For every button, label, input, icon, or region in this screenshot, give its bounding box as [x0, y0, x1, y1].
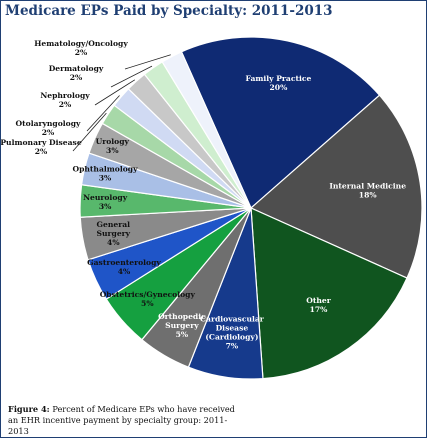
- slice-name: Surgery: [97, 229, 131, 238]
- slice-value: 2%: [75, 48, 88, 57]
- leader-line-otolaryngology: [86, 95, 120, 132]
- slice-name: Disease: [216, 324, 249, 333]
- slice-name: (Cardiology): [205, 333, 258, 342]
- pie-slice-other: [250, 207, 408, 380]
- slice-name: General: [97, 220, 131, 229]
- slice-name: Dermatology: [49, 64, 104, 73]
- slice-value: 2%: [35, 147, 48, 156]
- slice-value: 3%: [106, 146, 119, 155]
- slice-name: Obstetrics/Gynecology: [100, 290, 196, 299]
- slice-name: Urology: [96, 137, 130, 146]
- slice-value: 2%: [42, 128, 55, 137]
- leader-line-pulmonary-disease: [72, 112, 107, 152]
- slice-value: 18%: [359, 191, 378, 200]
- leader-line-nephrology: [94, 79, 136, 106]
- slice-value: 20%: [270, 83, 289, 92]
- slice-value: 2%: [59, 100, 72, 109]
- slice-name: Gastroenterology: [87, 258, 161, 267]
- caption-label: Figure 4:: [8, 404, 50, 414]
- caption-text: Percent of Medicare EPs who have receive…: [8, 404, 235, 436]
- pie-slice-family-practice: [180, 36, 381, 209]
- slice-name: Otolaryngology: [16, 119, 82, 128]
- slice-value: 5%: [176, 330, 189, 339]
- slice-name: Ophthalmology: [72, 165, 138, 174]
- leader-line-hematology-oncology: [124, 54, 171, 70]
- slice-value: 5%: [141, 299, 154, 308]
- pie-slice-hematology-oncology: [161, 50, 252, 209]
- slice-value: 17%: [310, 305, 329, 314]
- slice-name: Internal Medicine: [329, 182, 406, 191]
- slice-name: Family Practice: [245, 74, 311, 83]
- figure-caption: Figure 4: Percent of Medicare EPs who ha…: [8, 404, 238, 437]
- slice-name: Surgery: [165, 321, 199, 330]
- slice-value: 2%: [70, 73, 83, 82]
- slice-value: 3%: [99, 174, 112, 183]
- slice-value: 7%: [226, 342, 239, 351]
- slice-name: Hematology/Oncology: [34, 39, 128, 48]
- slice-name: Orthopedic: [158, 312, 206, 321]
- slice-value: 4%: [118, 267, 131, 276]
- slice-name: Nephrology: [40, 91, 90, 100]
- leader-line-dermatology: [110, 65, 153, 88]
- slice-name: Pulmonary Disease: [1, 138, 82, 147]
- slice-name: Neurology: [83, 193, 128, 202]
- chart-title: Medicare EPs Paid by Specialty: 2011-201…: [5, 3, 333, 19]
- slice-value: 3%: [99, 202, 112, 211]
- slice-value: 4%: [107, 238, 120, 247]
- slice-name: Cardiovascular: [200, 315, 265, 324]
- pie-slice-internal-medicine: [249, 94, 423, 279]
- slice-name: Other: [306, 296, 331, 305]
